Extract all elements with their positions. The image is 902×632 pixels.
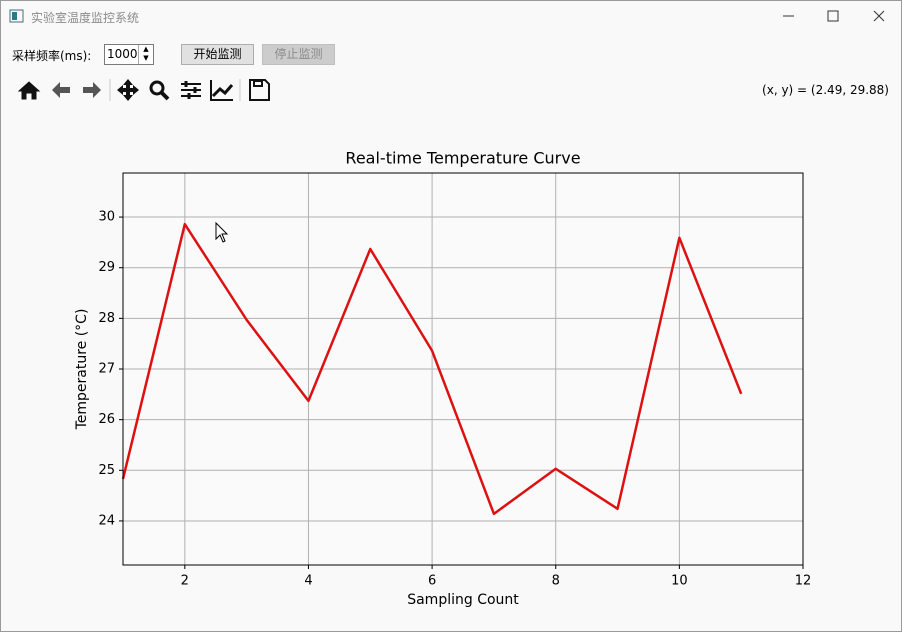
home-button[interactable] (17, 81, 41, 100)
back-button[interactable] (52, 82, 70, 98)
y-tick-label: 28 (98, 311, 115, 326)
x-tick-label: 12 (795, 574, 812, 589)
save-button[interactable] (249, 79, 270, 101)
data-line (121, 222, 743, 516)
rate-value: 1000 (107, 47, 138, 61)
cursor-coordinates: (x, y) = (2.49, 29.88) (762, 83, 889, 97)
y-tick-label: 26 (98, 412, 115, 427)
y-tick-label: 24 (98, 513, 115, 528)
edit-axes-button[interactable] (210, 80, 233, 101)
forward-button[interactable] (83, 82, 101, 98)
edit-axes-line (211, 84, 234, 98)
mouse-cursor (215, 221, 229, 243)
close-button[interactable] (873, 10, 885, 22)
stop-button[interactable]: 停止监测 (262, 44, 335, 65)
configure-button[interactable] (181, 83, 201, 97)
app-icon (9, 9, 24, 23)
rate-spinbox[interactable]: 1000 ▲ ▼ (104, 44, 154, 65)
chart-title: Real-time Temperature Curve (345, 149, 580, 168)
app-icon-part (12, 12, 17, 20)
rate-label: 采样频率(ms): (12, 49, 92, 63)
start-button[interactable]: 开始监测 (181, 44, 254, 65)
zoom-handle (159, 90, 170, 101)
x-tick-label: 6 (428, 574, 436, 589)
maximize-button[interactable] (827, 10, 839, 22)
window-title: 实验室温度监控系统 (31, 11, 140, 25)
x-tick-label: 8 (552, 574, 560, 589)
x-tick-label: 10 (671, 574, 688, 589)
x-axis-label: Sampling Count (407, 592, 519, 608)
x-tick-label: 2 (181, 574, 189, 589)
y-tick-label: 25 (98, 463, 115, 478)
pan-button[interactable] (117, 79, 139, 101)
spin-arrows[interactable]: ▲ ▼ (138, 45, 153, 64)
zoom-button[interactable] (149, 80, 165, 96)
configure-knobs (184, 81, 197, 99)
save-icon-part (253, 80, 263, 87)
x-tick-label: 4 (304, 574, 312, 589)
y-tick-label: 30 (98, 210, 115, 225)
y-tick-label: 27 (98, 362, 115, 377)
y-axis-label: Temperature (°C) (74, 309, 90, 431)
plot-frame (122, 172, 804, 566)
y-tick-label: 29 (98, 260, 115, 275)
toolbar-icons (17, 79, 270, 101)
